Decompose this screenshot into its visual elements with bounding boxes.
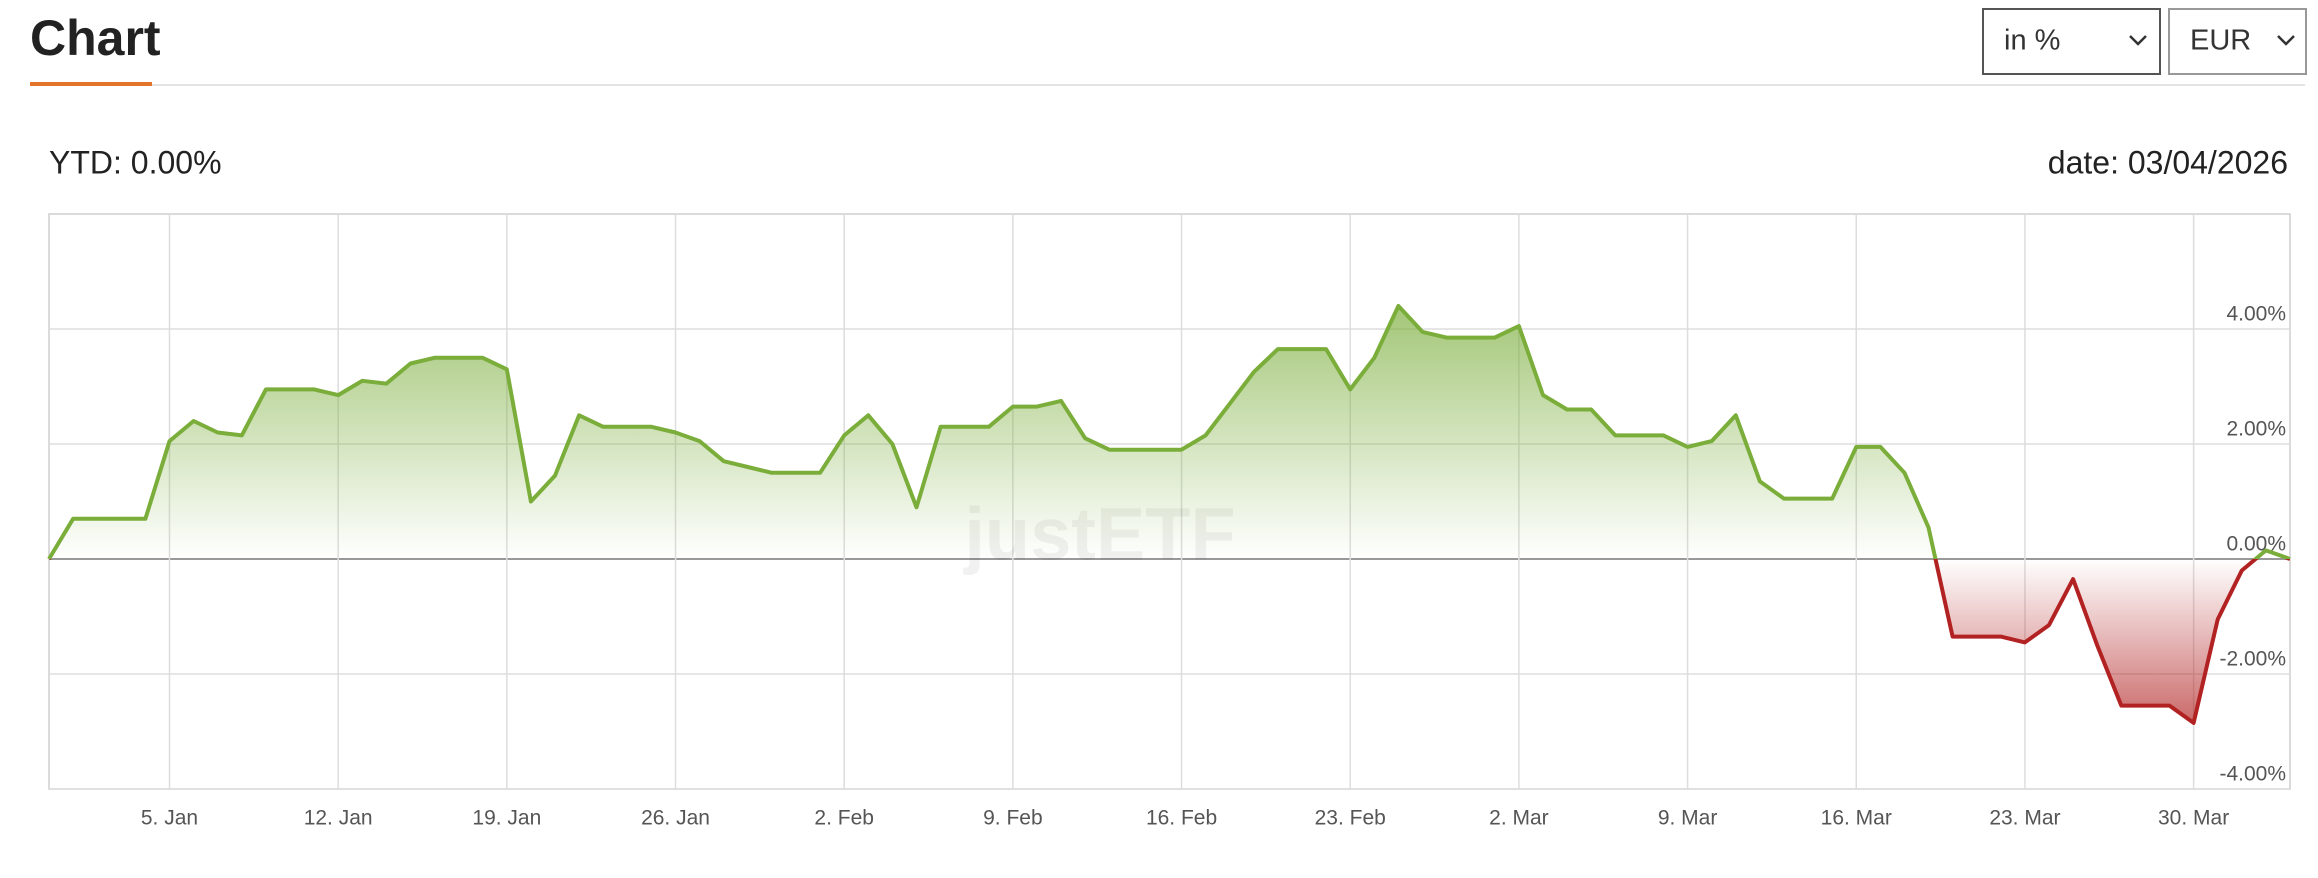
line: [47, 304, 2291, 725]
select-value[interactable]: in %: [2004, 25, 2060, 57]
x-tick-label: 19. Jan: [472, 807, 541, 830]
y-tick-label: -4.00%: [2219, 763, 2286, 786]
ytd-label: YTD: 0.00%: [49, 144, 222, 180]
x-tick-label: 2. Feb: [814, 807, 874, 830]
x-tick-label: 23. Mar: [1989, 807, 2060, 830]
x-tick-label: 2. Mar: [1489, 807, 1549, 830]
date-label: date: 03/04/2026: [2048, 144, 2288, 180]
chevron[interactable]: [2277, 35, 2295, 46]
header-title: Chart: [30, 10, 161, 66]
chevron[interactable]: [2129, 35, 2147, 46]
x-tick-label: 23. Feb: [1315, 807, 1386, 830]
x-tick-label: 12. Jan: [304, 807, 373, 830]
x-tick-label: 9. Mar: [1658, 807, 1718, 830]
x-tick-label: 26. Jan: [641, 807, 710, 830]
y-tick-label: -2.00%: [2219, 648, 2286, 671]
x-tick-label: 16. Feb: [1146, 807, 1217, 830]
x-tick-label: 9. Feb: [983, 807, 1043, 830]
y-tick-label: 4.00%: [2226, 303, 2286, 326]
select-box[interactable]: [1982, 8, 2161, 75]
unit-select[interactable]: in %: [1982, 8, 2161, 75]
select-value[interactable]: EUR: [2190, 25, 2251, 57]
y-tick-label: 2.00%: [2226, 418, 2286, 441]
x-tick-label: 16. Mar: [1821, 807, 1892, 830]
area: [49, 306, 2290, 723]
x-tick-label: 30. Mar: [2158, 807, 2229, 830]
y-tick-label: 0.00%: [2226, 533, 2286, 556]
x-tick-label: 5. Jan: [141, 807, 198, 830]
currency-select[interactable]: EUR: [2168, 8, 2307, 75]
